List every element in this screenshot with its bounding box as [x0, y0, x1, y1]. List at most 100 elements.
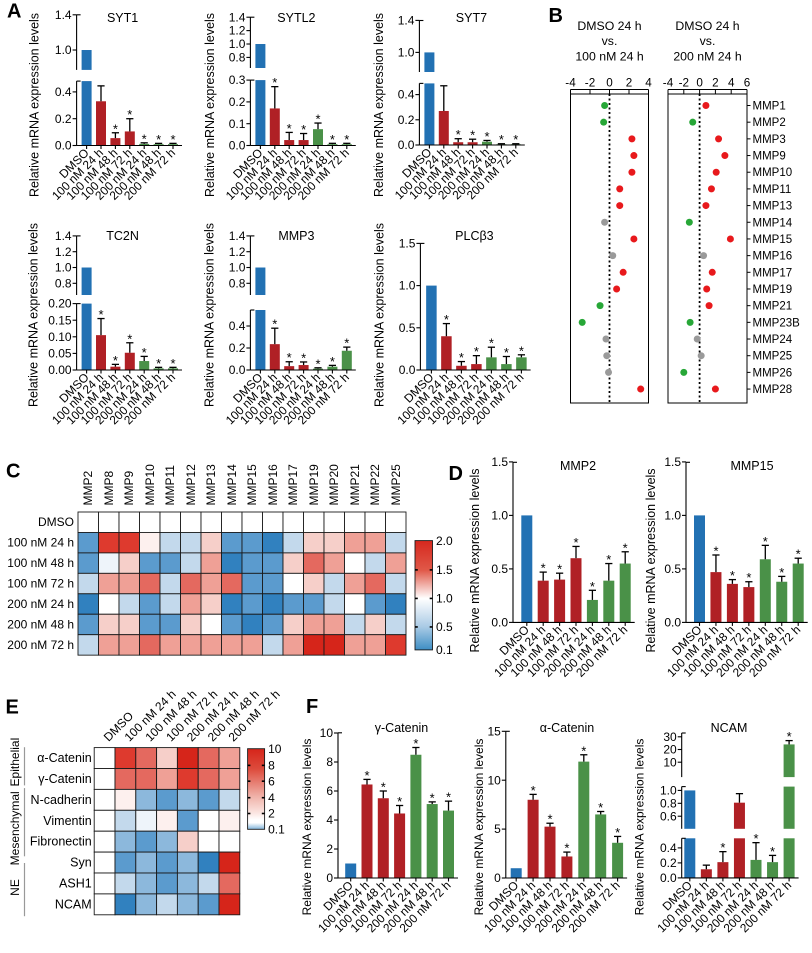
svg-text:*: * — [763, 534, 768, 549]
svg-text:MMP16: MMP16 — [753, 251, 793, 263]
svg-text:200 nM 24 h: 200 nM 24 h — [673, 50, 742, 64]
svg-text:*: * — [444, 312, 449, 327]
svg-text:*: * — [547, 812, 552, 827]
svg-text:*: * — [156, 356, 161, 371]
svg-text:1.2: 1.2 — [229, 245, 246, 259]
svg-text:0.5: 0.5 — [664, 562, 681, 576]
svg-text:*: * — [519, 343, 524, 358]
svg-text:1.0: 1.0 — [398, 46, 415, 60]
svg-text:0.2: 0.2 — [660, 856, 677, 870]
svg-text:Vimentin: Vimentin — [43, 814, 91, 828]
svg-text:*: * — [344, 132, 349, 147]
svg-text:SYT1: SYT1 — [107, 11, 138, 25]
svg-text:1.0: 1.0 — [660, 784, 677, 798]
svg-text:*: * — [287, 350, 292, 365]
svg-text:*: * — [430, 790, 435, 805]
svg-text:0.2: 0.2 — [229, 341, 246, 355]
svg-text:*: * — [127, 331, 132, 346]
svg-text:*: * — [499, 132, 504, 147]
svg-text:0.2: 0.2 — [229, 95, 246, 109]
svg-text:*: * — [779, 565, 784, 580]
svg-text:*: * — [615, 825, 620, 840]
svg-text:*: * — [713, 544, 718, 559]
svg-text:0.5: 0.5 — [436, 620, 453, 634]
svg-text:MMP13: MMP13 — [753, 201, 793, 213]
svg-text:1.2: 1.2 — [229, 24, 246, 38]
svg-text:MMP16: MMP16 — [266, 464, 280, 506]
svg-text:E: E — [6, 697, 19, 719]
svg-text:*: * — [113, 353, 118, 368]
svg-text:200 nM 72 h: 200 nM 72 h — [7, 638, 74, 652]
svg-text:*: * — [489, 336, 494, 351]
svg-text:MMP14: MMP14 — [225, 464, 239, 506]
svg-text:γ-Catenin: γ-Catenin — [375, 721, 429, 735]
svg-text:MMP24: MMP24 — [753, 334, 793, 346]
svg-text:Relative mRNA expression level: Relative mRNA expression levels — [633, 739, 647, 916]
svg-text:NCAM: NCAM — [55, 897, 92, 911]
svg-text:MMP19: MMP19 — [307, 464, 321, 506]
svg-text:F: F — [306, 696, 318, 718]
svg-text:Syn: Syn — [70, 856, 92, 870]
svg-text:1.4: 1.4 — [229, 10, 246, 24]
svg-text:*: * — [513, 132, 518, 147]
svg-text:DMSO: DMSO — [38, 515, 74, 529]
svg-text:*: * — [541, 561, 546, 576]
svg-text:*: * — [770, 844, 775, 859]
svg-text:MMP22: MMP22 — [368, 464, 382, 506]
svg-text:0.0: 0.0 — [660, 871, 677, 885]
svg-text:*: * — [330, 354, 335, 369]
svg-text:0: 0 — [494, 871, 501, 885]
svg-text:vs.: vs. — [602, 34, 618, 48]
svg-text:0.0: 0.0 — [398, 138, 415, 152]
svg-text:0.0: 0.0 — [399, 363, 416, 377]
svg-text:2: 2 — [626, 77, 633, 90]
svg-text:10: 10 — [268, 742, 282, 756]
svg-text:MMP14: MMP14 — [753, 217, 793, 229]
svg-text:0.3: 0.3 — [229, 73, 246, 87]
svg-text:*: * — [484, 129, 489, 144]
svg-text:*: * — [315, 356, 320, 371]
svg-text:NCAM: NCAM — [711, 721, 748, 735]
svg-text:0.5: 0.5 — [399, 321, 416, 335]
svg-text:0.8: 0.8 — [55, 276, 72, 290]
svg-text:MMP11: MMP11 — [163, 465, 177, 506]
svg-text:MMP26: MMP26 — [753, 367, 793, 379]
svg-text:*: * — [504, 345, 509, 360]
svg-text:6: 6 — [744, 77, 751, 90]
svg-text:Epithelial: Epithelial — [8, 738, 22, 787]
svg-text:TC2N: TC2N — [106, 229, 139, 243]
svg-text:*: * — [142, 345, 147, 360]
svg-text:MMP25: MMP25 — [389, 464, 403, 506]
svg-text:*: * — [623, 540, 628, 555]
svg-text:0.8: 0.8 — [229, 51, 246, 65]
svg-text:1.0: 1.0 — [399, 279, 416, 293]
svg-text:0.2: 0.2 — [398, 113, 415, 127]
svg-text:10: 10 — [663, 755, 677, 769]
svg-text:-4: -4 — [663, 77, 674, 90]
svg-text:MMP17: MMP17 — [286, 464, 300, 506]
svg-text:Relative mRNA expression level: Relative mRNA expression levels — [644, 468, 658, 652]
svg-text:*: * — [287, 121, 292, 136]
svg-text:1.0: 1.0 — [491, 509, 508, 523]
svg-text:*: * — [170, 356, 175, 371]
svg-text:vs.: vs. — [700, 34, 716, 48]
svg-text:*: * — [564, 841, 569, 856]
svg-text:0.0: 0.0 — [55, 139, 72, 153]
svg-text:C: C — [6, 461, 20, 483]
svg-text:*: * — [730, 568, 735, 583]
svg-text:γ-Catenin: γ-Catenin — [38, 772, 92, 786]
svg-text:20: 20 — [663, 743, 677, 757]
svg-text:0: 0 — [326, 871, 333, 885]
svg-text:*: * — [113, 121, 118, 136]
svg-text:4: 4 — [728, 77, 735, 90]
svg-text:A: A — [7, 1, 21, 23]
svg-text:2: 2 — [268, 807, 275, 821]
svg-text:1.0: 1.0 — [55, 43, 72, 57]
svg-text:SYT7: SYT7 — [456, 11, 487, 25]
svg-text:0.0: 0.0 — [229, 363, 246, 377]
svg-text:*: * — [272, 317, 277, 332]
svg-text:Relative mRNA expression level: Relative mRNA expression levels — [203, 13, 217, 197]
svg-text:α-Catenin: α-Catenin — [37, 751, 92, 765]
svg-text:0.20: 0.20 — [48, 297, 72, 311]
svg-text:100 nM 24 h: 100 nM 24 h — [575, 50, 644, 64]
